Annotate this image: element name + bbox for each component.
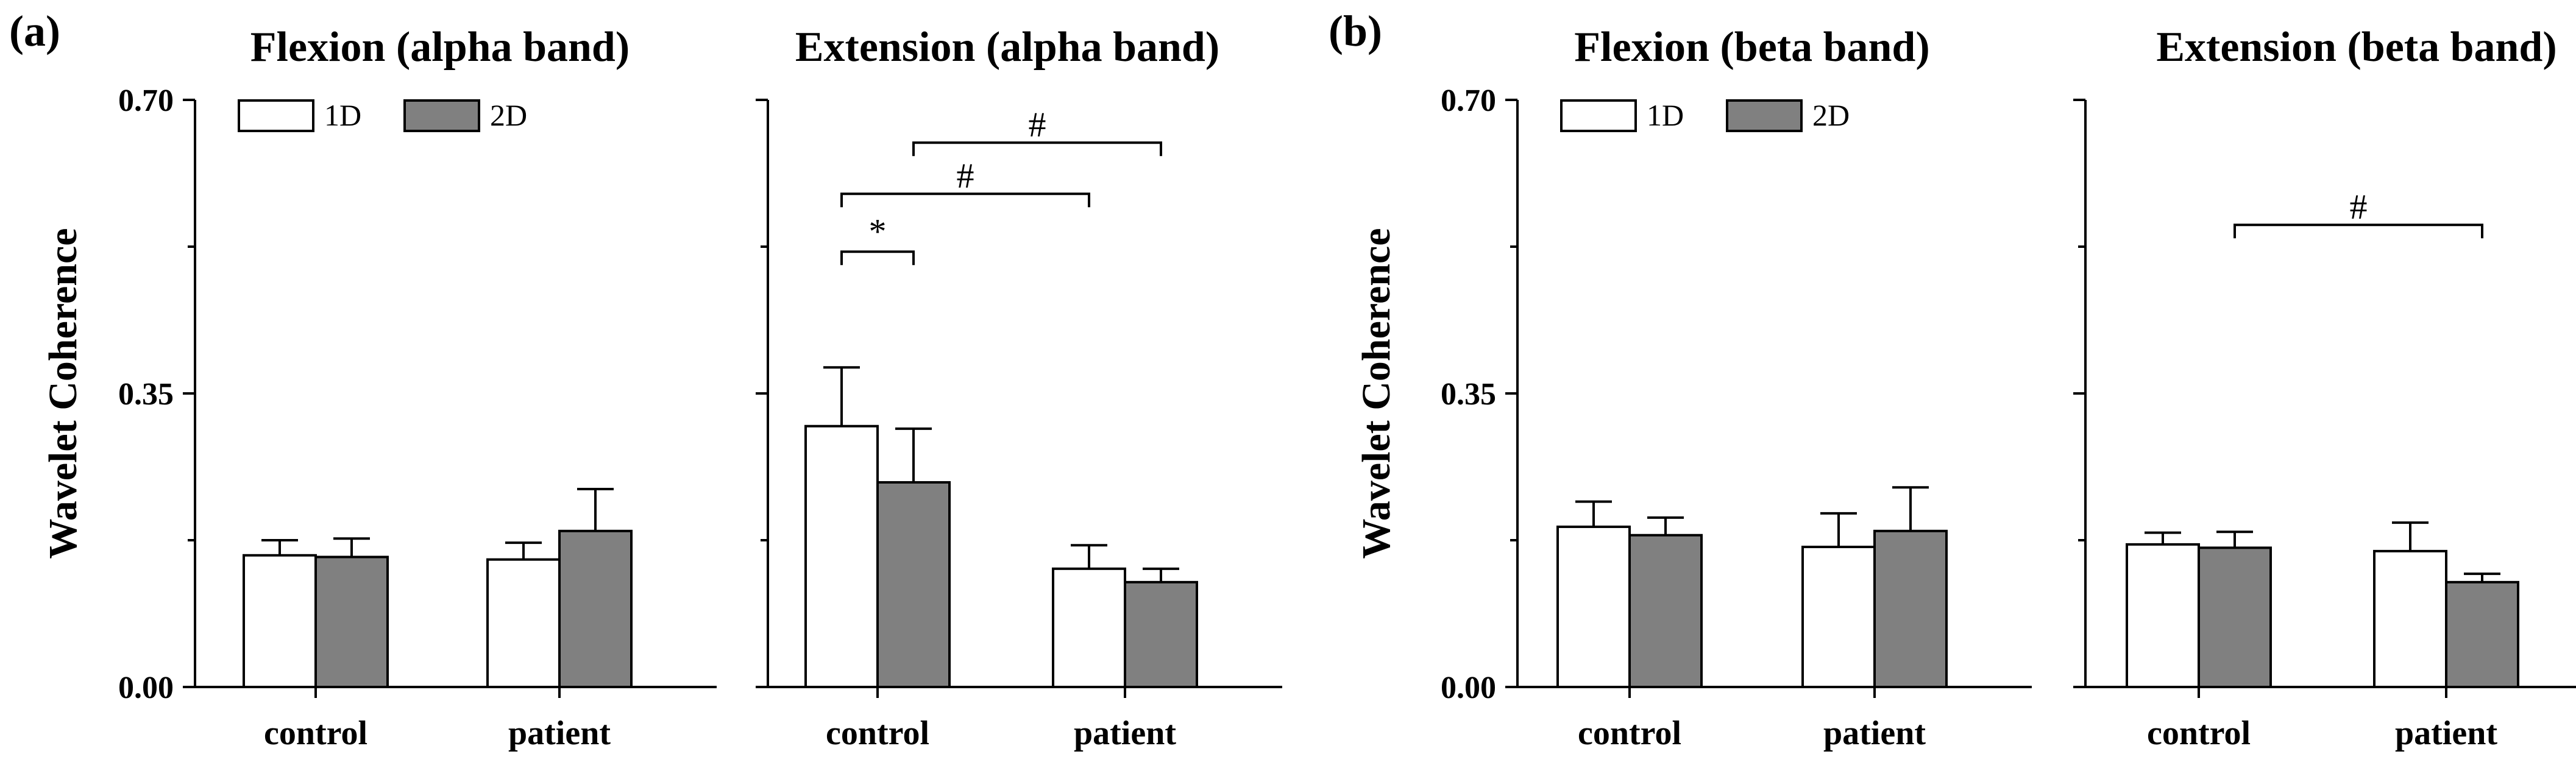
legend-label: 2D bbox=[1812, 98, 1850, 132]
x-tick-label: control bbox=[264, 714, 367, 752]
bar-1d bbox=[2373, 549, 2447, 688]
significance-bracket bbox=[840, 250, 915, 266]
legend-swatch-1d bbox=[1560, 99, 1637, 132]
chart-title: Flexion (beta band) bbox=[1574, 24, 1929, 71]
legend-label: 1D bbox=[324, 98, 361, 132]
x-tick-label: patient bbox=[1823, 714, 1926, 752]
legend-swatch-1d bbox=[238, 99, 314, 132]
y-axis-label: Wavelet Coherence bbox=[41, 228, 85, 558]
bar-2d bbox=[2445, 580, 2519, 688]
chart-extension-alpha: Extension (alpha band) control patient * # # bbox=[756, 24, 1282, 752]
legend-label: 1D bbox=[1647, 98, 1684, 132]
significance-bracket bbox=[912, 141, 1162, 157]
bar-1d bbox=[804, 425, 879, 688]
x-tick-label: patient bbox=[2395, 714, 2497, 752]
significance-bracket bbox=[2234, 224, 2483, 239]
y-tick-label: 0.35 bbox=[1441, 377, 1496, 412]
panel-label-a: (a) bbox=[9, 7, 60, 55]
x-tick-label: patient bbox=[508, 714, 611, 752]
bar-1d bbox=[1052, 567, 1126, 689]
x-tick-label: control bbox=[826, 714, 929, 752]
y-axis-label: Wavelet Coherence bbox=[1354, 228, 1399, 558]
significance-bracket bbox=[840, 192, 1090, 208]
bar-1d bbox=[2126, 543, 2200, 689]
y-tick-label: 0.70 bbox=[118, 83, 174, 118]
y-tick-label: 0.70 bbox=[1441, 83, 1496, 118]
chart-flexion-alpha: Flexion (alpha band) 0.00 0.35 0.70 Wavelet … bbox=[41, 24, 717, 752]
y-tick-label: 0.00 bbox=[118, 671, 174, 705]
panel-label-b: (b) bbox=[1329, 7, 1382, 55]
bar-2d bbox=[1124, 580, 1198, 688]
bar-1d bbox=[1556, 525, 1631, 688]
chart-title: Extension (alpha band) bbox=[795, 24, 1219, 71]
significance-star: * bbox=[869, 211, 887, 251]
bar-1d bbox=[1801, 546, 1876, 689]
bar-1d bbox=[243, 554, 317, 688]
bar-2d bbox=[2198, 546, 2272, 688]
x-tick-label: control bbox=[2147, 714, 2251, 752]
bar-1d bbox=[486, 558, 561, 688]
legend-swatch-2d bbox=[403, 99, 480, 132]
y-tick-label: 0.00 bbox=[1441, 671, 1496, 705]
bar-2d bbox=[876, 481, 951, 689]
significance-hash: # bbox=[2350, 187, 2368, 227]
significance-hash: # bbox=[1029, 105, 1046, 144]
x-tick-label: control bbox=[1578, 714, 1681, 752]
x-tick-label: patient bbox=[1074, 714, 1176, 752]
bar-2d bbox=[1873, 529, 1948, 688]
bar-2d bbox=[1628, 534, 1703, 688]
chart-title: Extension (beta band) bbox=[2156, 24, 2556, 71]
bar-2d bbox=[314, 555, 389, 688]
bar-2d bbox=[558, 529, 633, 688]
chart-title: Flexion (alpha band) bbox=[250, 24, 630, 71]
legend-swatch-2d bbox=[1726, 99, 1803, 132]
chart-flexion-beta: Flexion (beta band) 0.00 0.35 0.70 Wavelet C… bbox=[1354, 24, 2032, 752]
chart-extension-beta: Extension (beta band) control patient # bbox=[2073, 24, 2576, 752]
legend-label: 2D bbox=[490, 98, 527, 132]
y-tick-label: 0.35 bbox=[118, 377, 174, 412]
significance-hash: # bbox=[957, 156, 974, 196]
